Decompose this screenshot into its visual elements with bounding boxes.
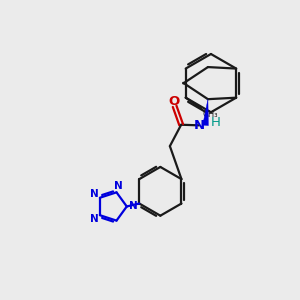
Polygon shape (203, 99, 208, 126)
Text: H: H (211, 116, 221, 129)
Text: N: N (91, 214, 99, 224)
Text: CH₃: CH₃ (202, 110, 218, 118)
Text: N: N (129, 202, 137, 212)
Text: O: O (168, 95, 180, 108)
Text: N: N (91, 189, 99, 199)
Text: N: N (114, 182, 123, 191)
Text: N: N (194, 119, 205, 132)
